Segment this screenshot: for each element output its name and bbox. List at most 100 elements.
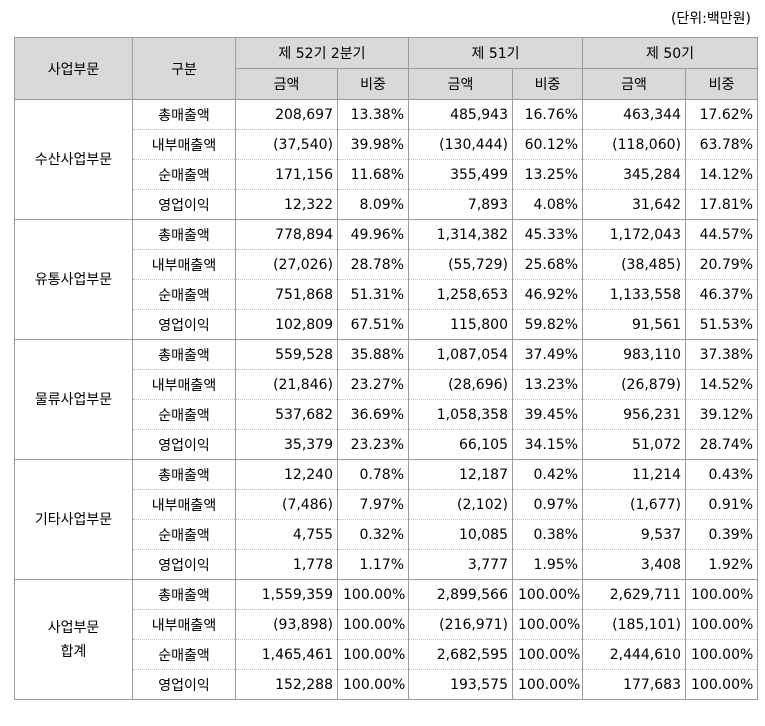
ratio-50-cell: 1.92% bbox=[685, 549, 758, 580]
amount-52q2-cell: 102,809 bbox=[235, 309, 338, 340]
ratio-50-cell: 20.79% bbox=[685, 249, 758, 280]
amount-51-cell: 2,899,566 bbox=[408, 579, 513, 610]
amount-50-cell: 956,231 bbox=[582, 399, 686, 430]
ratio-52q2-cell: 100.00% bbox=[337, 639, 409, 670]
category-cell: 내부매출액 bbox=[132, 129, 236, 160]
ratio-52q2-cell: 11.68% bbox=[337, 159, 409, 190]
header-period-51: 제 51기 bbox=[408, 37, 583, 69]
amount-52q2-cell: 778,894 bbox=[235, 219, 338, 250]
amount-52q2-cell: 12,322 bbox=[235, 189, 338, 220]
ratio-50-cell: 100.00% bbox=[685, 639, 758, 670]
category-cell: 총매출액 bbox=[132, 579, 236, 610]
table-row: 영업이익 1,778 1.17% 3,777 1.95% 3,408 1.92% bbox=[14, 549, 758, 580]
amount-50-cell: (26,879) bbox=[582, 369, 686, 400]
amount-51-cell: (2,102) bbox=[408, 489, 513, 520]
amount-52q2-cell: 35,379 bbox=[235, 429, 338, 460]
amount-52q2-cell: 1,778 bbox=[235, 549, 338, 580]
segment-name-cell: 물류사업부문 bbox=[14, 339, 133, 460]
ratio-51-cell: 46.92% bbox=[512, 279, 583, 310]
table-body: 수산사업부문 총매출액 208,697 13.38% 485,943 16.76% 463,… bbox=[14, 99, 758, 700]
amount-50-cell: 2,629,711 bbox=[582, 579, 686, 610]
ratio-51-cell: 100.00% bbox=[512, 639, 583, 670]
ratio-52q2-cell: 67.51% bbox=[337, 309, 409, 340]
amount-50-cell: 463,344 bbox=[582, 99, 686, 130]
ratio-51-cell: 39.45% bbox=[512, 399, 583, 430]
amount-50-cell: (185,101) bbox=[582, 609, 686, 640]
segment-name-line: 유통사업부문 bbox=[34, 271, 113, 288]
table-row: 기타사업부문 총매출액 12,240 0.78% 12,187 0.42% 11,214 0.… bbox=[14, 459, 758, 580]
header-ratio: 비중 bbox=[512, 68, 583, 100]
ratio-52q2-cell: 8.09% bbox=[337, 189, 409, 220]
ratio-52q2-cell: 51.31% bbox=[337, 279, 409, 310]
category-cell: 총매출액 bbox=[132, 459, 236, 490]
amount-50-cell: 9,537 bbox=[582, 519, 686, 550]
header-category: 구분 bbox=[132, 37, 236, 100]
ratio-51-cell: 25.68% bbox=[512, 249, 583, 280]
header-ratio: 비중 bbox=[685, 68, 758, 100]
amount-52q2-cell: 1,465,461 bbox=[235, 639, 338, 670]
category-cell: 순매출액 bbox=[132, 159, 236, 190]
table-row: 영업이익 152,288 100.00% 193,575 100.00% 177,683 1… bbox=[14, 669, 758, 700]
amount-51-cell: (216,971) bbox=[408, 609, 513, 640]
ratio-50-cell: 63.78% bbox=[685, 129, 758, 160]
amount-51-cell: (130,444) bbox=[408, 129, 513, 160]
ratio-50-cell: 0.43% bbox=[685, 459, 758, 490]
table-row: 순매출액 1,465,461 100.00% 2,682,595 100.00% 2,44… bbox=[14, 639, 758, 670]
amount-51-cell: 115,800 bbox=[408, 309, 513, 340]
amount-51-cell: 1,087,054 bbox=[408, 339, 513, 370]
ratio-51-cell: 60.12% bbox=[512, 129, 583, 160]
amount-52q2-cell: (93,898) bbox=[235, 609, 338, 640]
header-amount: 금액 bbox=[235, 68, 338, 100]
amount-50-cell: 1,172,043 bbox=[582, 219, 686, 250]
amount-51-cell: 10,085 bbox=[408, 519, 513, 550]
table-row: 내부매출액 (7,486) 7.97% (2,102) 0.97% (1,677) 0.91… bbox=[14, 489, 758, 520]
ratio-51-cell: 100.00% bbox=[512, 669, 583, 700]
amount-52q2-cell: (37,540) bbox=[235, 129, 338, 160]
ratio-51-cell: 37.49% bbox=[512, 339, 583, 370]
ratio-50-cell: 51.53% bbox=[685, 309, 758, 340]
header-period-50: 제 50기 bbox=[582, 37, 758, 69]
amount-50-cell: 345,284 bbox=[582, 159, 686, 190]
category-cell: 내부매출액 bbox=[132, 489, 236, 520]
ratio-51-cell: 4.08% bbox=[512, 189, 583, 220]
ratio-50-cell: 14.12% bbox=[685, 159, 758, 190]
ratio-51-cell: 13.25% bbox=[512, 159, 583, 190]
table-row: 영업이익 12,322 8.09% 7,893 4.08% 31,642 17.81% bbox=[14, 189, 758, 220]
ratio-51-cell: 0.38% bbox=[512, 519, 583, 550]
segment-name-line: 기타사업부문 bbox=[34, 511, 113, 528]
ratio-52q2-cell: 1.17% bbox=[337, 549, 409, 580]
header-amount: 금액 bbox=[408, 68, 513, 100]
amount-50-cell: 11,214 bbox=[582, 459, 686, 490]
ratio-51-cell: 0.97% bbox=[512, 489, 583, 520]
table-row: 내부매출액 (21,846) 23.27% (28,696) 13.23% (26,879… bbox=[14, 369, 758, 400]
unit-label: (단위:백만원) bbox=[670, 11, 751, 27]
ratio-52q2-cell: 23.23% bbox=[337, 429, 409, 460]
amount-50-cell: (38,485) bbox=[582, 249, 686, 280]
amount-52q2-cell: 208,697 bbox=[235, 99, 338, 130]
category-cell: 내부매출액 bbox=[132, 249, 236, 280]
ratio-50-cell: 17.62% bbox=[685, 99, 758, 130]
category-cell: 영업이익 bbox=[132, 429, 236, 460]
header-ratio: 비중 bbox=[337, 68, 409, 100]
amount-51-cell: (55,729) bbox=[408, 249, 513, 280]
ratio-50-cell: 17.81% bbox=[685, 189, 758, 220]
amount-51-cell: 12,187 bbox=[408, 459, 513, 490]
segment-name-line: 물류사업부문 bbox=[34, 391, 113, 408]
amount-52q2-cell: 537,682 bbox=[235, 399, 338, 430]
table-row: 순매출액 171,156 11.68% 355,499 13.25% 345,284 14.… bbox=[14, 159, 758, 190]
category-cell: 영업이익 bbox=[132, 189, 236, 220]
amount-51-cell: 7,893 bbox=[408, 189, 513, 220]
ratio-52q2-cell: 13.38% bbox=[337, 99, 409, 130]
ratio-50-cell: 0.39% bbox=[685, 519, 758, 550]
ratio-52q2-cell: 100.00% bbox=[337, 609, 409, 640]
amount-52q2-cell: 751,868 bbox=[235, 279, 338, 310]
segment-financial-table: 사업부문 구분 제 52기 2분기 제 51기 제 50기 금액 비중 금액 비… bbox=[14, 37, 758, 700]
ratio-50-cell: 14.52% bbox=[685, 369, 758, 400]
ratio-52q2-cell: 23.27% bbox=[337, 369, 409, 400]
amount-52q2-cell: 171,156 bbox=[235, 159, 338, 190]
amount-52q2-cell: (27,026) bbox=[235, 249, 338, 280]
category-cell: 내부매출액 bbox=[132, 369, 236, 400]
header-segment: 사업부문 bbox=[14, 37, 133, 100]
ratio-52q2-cell: 49.96% bbox=[337, 219, 409, 250]
header-amount: 금액 bbox=[582, 68, 686, 100]
